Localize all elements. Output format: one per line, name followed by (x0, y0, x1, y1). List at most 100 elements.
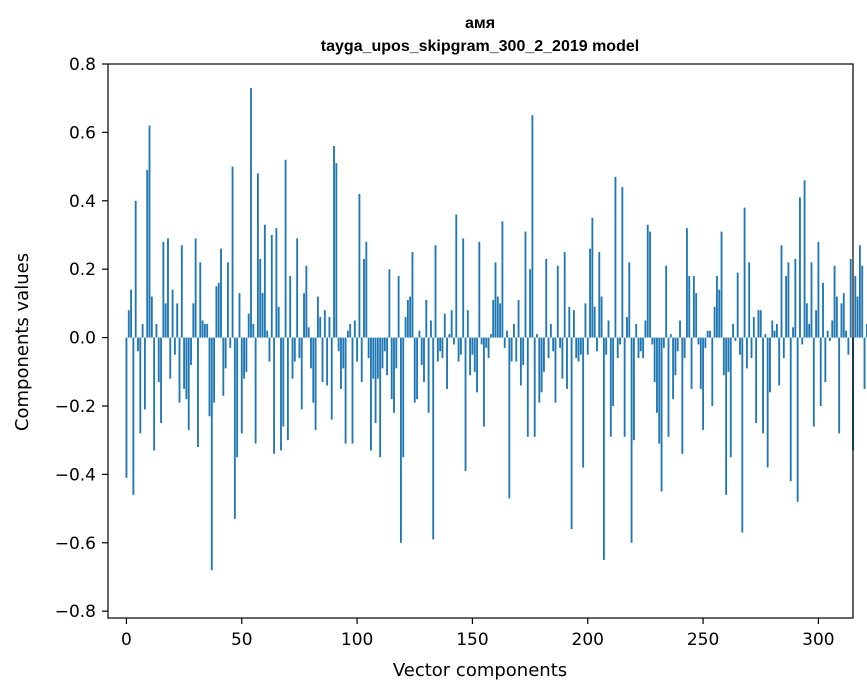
bar (690, 337, 693, 389)
bar (393, 337, 395, 413)
bar (231, 166, 234, 338)
bar (549, 323, 552, 338)
bar (517, 299, 520, 338)
bar (425, 299, 428, 338)
bar (665, 265, 668, 338)
bar (582, 337, 585, 468)
bar (531, 115, 534, 338)
bar (250, 87, 252, 338)
bar (388, 269, 391, 338)
bar (801, 337, 804, 345)
bar (506, 330, 508, 338)
bar (750, 337, 753, 359)
bar (496, 296, 499, 338)
bar (363, 258, 365, 338)
bar (340, 337, 342, 389)
bar (566, 337, 568, 389)
bar (674, 337, 677, 376)
bar (441, 337, 444, 359)
bar (471, 337, 474, 355)
bar (501, 221, 504, 338)
bar (854, 276, 857, 338)
bar (757, 310, 760, 338)
bar (732, 323, 734, 338)
bar (822, 282, 824, 338)
plot-frame (107, 63, 854, 619)
y-tick-label: 0.2 (69, 260, 96, 280)
bar (646, 224, 649, 338)
bar (282, 337, 285, 427)
bar (835, 296, 838, 338)
bar (727, 337, 730, 372)
bar (448, 334, 451, 338)
bar (268, 337, 271, 362)
bar (736, 272, 739, 338)
bar (300, 337, 303, 410)
bar (865, 323, 867, 338)
bar (699, 337, 702, 389)
y-tick-label: 0.0 (69, 329, 96, 349)
bar (289, 276, 292, 338)
bar (349, 323, 352, 338)
bar (411, 252, 414, 338)
bar (577, 337, 580, 362)
bar (453, 337, 455, 345)
bar (137, 337, 139, 352)
bar (672, 337, 675, 400)
bar (547, 337, 550, 359)
bar (533, 337, 536, 437)
bar (247, 313, 250, 338)
bar (635, 323, 638, 338)
bar (356, 337, 359, 362)
bar (197, 337, 199, 448)
bar (215, 286, 218, 338)
bar (312, 337, 315, 403)
bar (739, 337, 741, 355)
bar (826, 330, 829, 338)
bar (374, 337, 377, 424)
bar (443, 313, 446, 338)
bar (494, 262, 497, 338)
y-tick-label: −0.4 (55, 465, 96, 485)
bar (464, 337, 467, 471)
bar (367, 337, 370, 359)
bar (254, 337, 257, 444)
bar (141, 323, 144, 338)
bar (173, 337, 176, 355)
bar (591, 217, 594, 338)
bar (819, 337, 822, 406)
bar (554, 337, 557, 403)
bar (427, 337, 430, 413)
bar (381, 337, 384, 369)
bar (395, 337, 398, 369)
bar (637, 337, 640, 359)
bar (722, 337, 725, 376)
bar (824, 337, 827, 383)
bar (789, 337, 792, 482)
bar (796, 337, 799, 502)
bar (432, 337, 435, 540)
bar (614, 176, 617, 338)
bar (778, 337, 781, 386)
chart-title-line-2: tayga_upos_skipgram_300_2_2019 model (321, 38, 639, 55)
bar (169, 337, 172, 379)
bar (773, 330, 776, 338)
bar (376, 337, 379, 379)
bar (466, 310, 469, 338)
bar (222, 337, 225, 396)
bar (220, 248, 222, 338)
bar (568, 306, 571, 338)
bar (353, 320, 356, 338)
y-axis-ticks: −0.8 −0.6 −0.4 −0.2 0.0 0.2 0.4 0.6 0.8 (55, 55, 108, 622)
bar (459, 337, 462, 355)
bar (462, 238, 465, 338)
bar (146, 170, 149, 338)
bar (524, 231, 527, 338)
x-tick-label: 200 (572, 630, 604, 650)
bar (199, 262, 202, 338)
bar (619, 337, 621, 345)
bar (286, 337, 289, 441)
bar (653, 337, 656, 383)
